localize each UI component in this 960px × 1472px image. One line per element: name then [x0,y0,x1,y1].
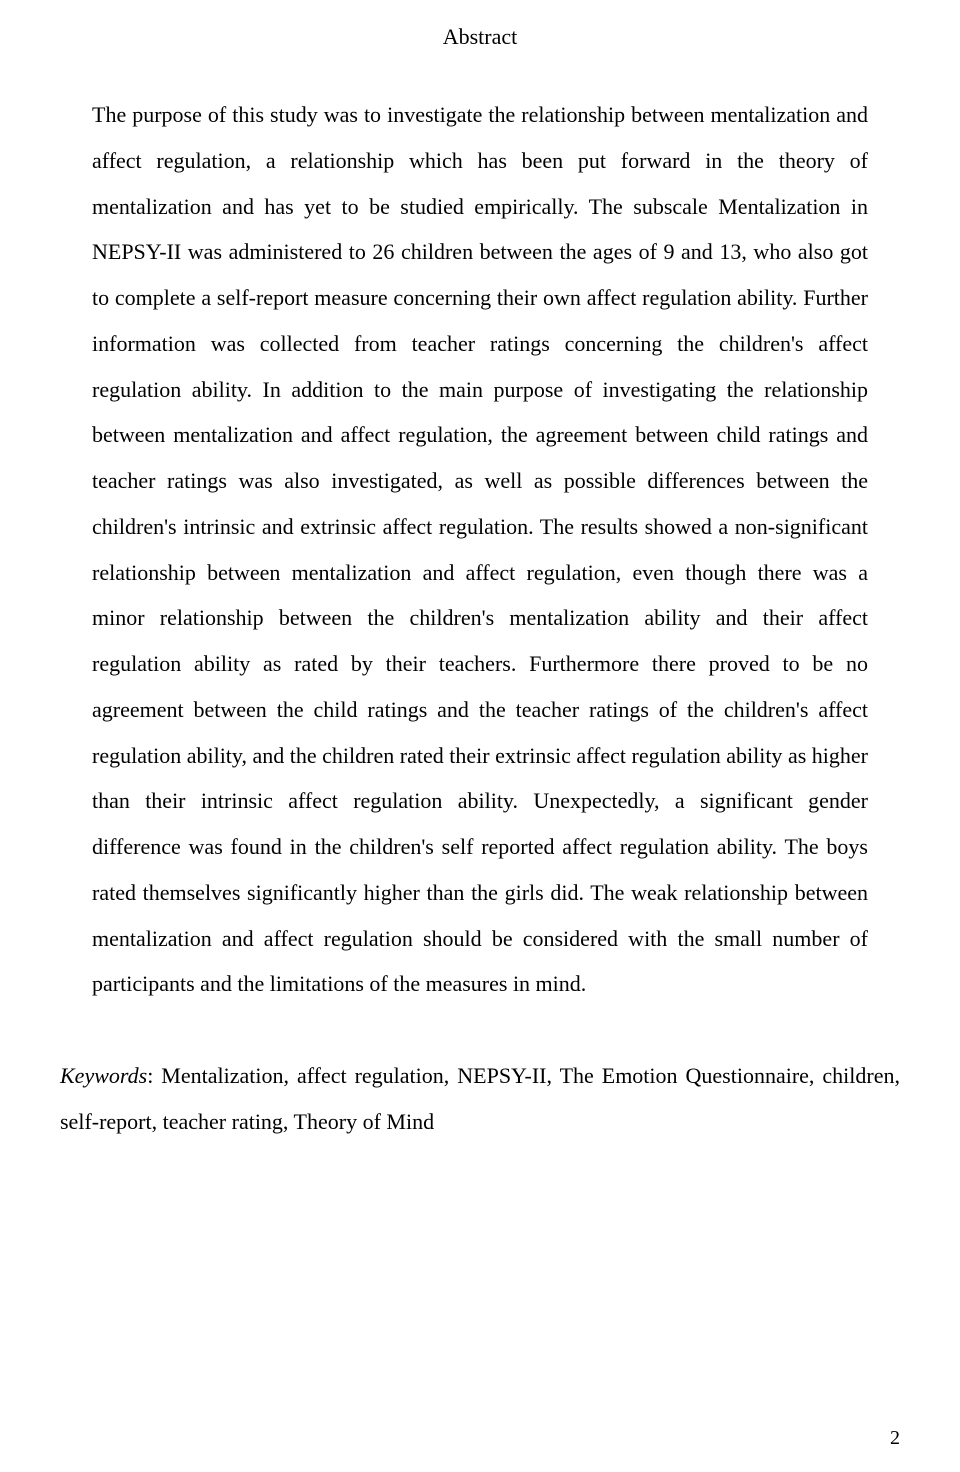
keywords-paragraph: Keywords: Mentalization, affect regulati… [60,1053,900,1145]
page-number: 2 [890,1427,900,1450]
page-title: Abstract [60,24,900,50]
document-page: Abstract The purpose of this study was t… [0,0,960,1472]
abstract-body-text: The purpose of this study was to investi… [60,92,900,1007]
keywords-list: : Mentalization, affect regulation, NEPS… [60,1063,900,1134]
keywords-label: Keywords [60,1063,147,1088]
